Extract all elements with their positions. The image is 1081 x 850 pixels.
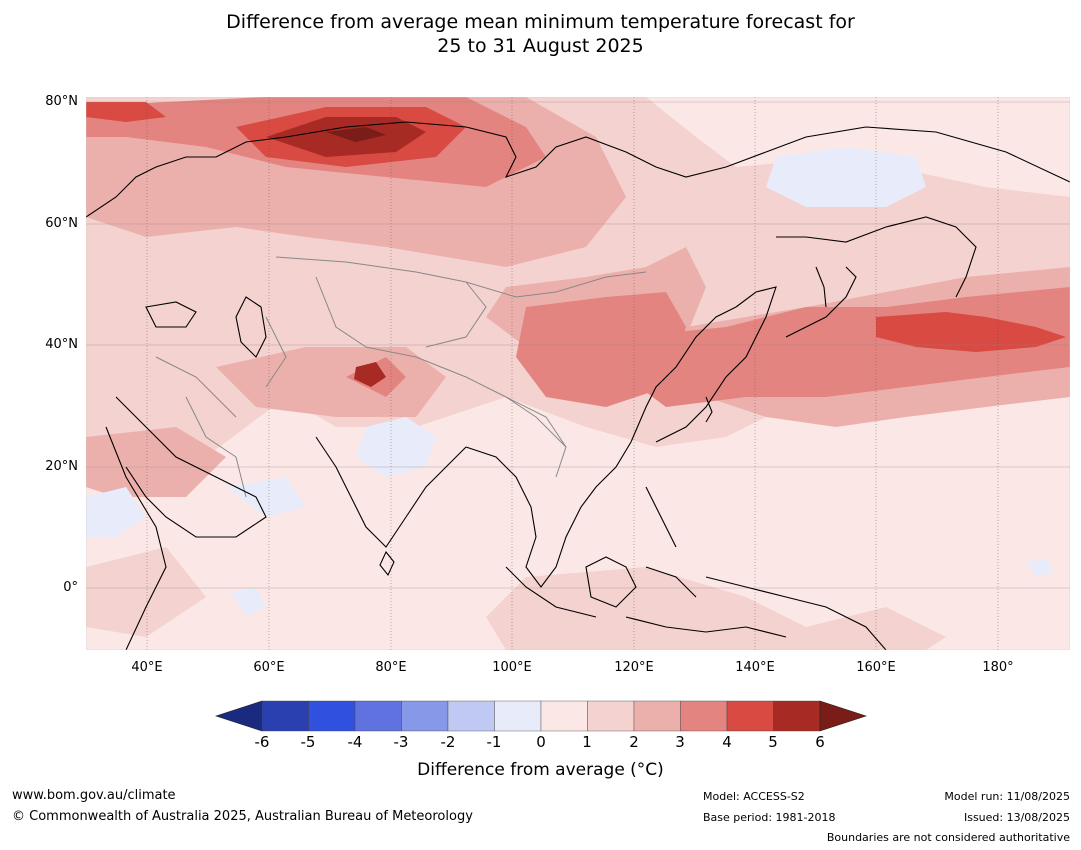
colorbar-segment <box>494 700 542 732</box>
colorbar-segment <box>354 700 402 732</box>
colorbar-segment <box>633 700 681 732</box>
anomaly-neg <box>86 147 1054 617</box>
colorbar-tick: -5 <box>300 733 316 751</box>
colorbar <box>215 700 867 732</box>
gridlines <box>146 97 999 650</box>
lat-label-60n: 60°N <box>45 216 78 231</box>
lat-gridlines <box>86 101 1070 589</box>
colorbar-tick: -2 <box>440 733 456 751</box>
lon-label-40e: 40°E <box>131 660 163 675</box>
issued-text: Issued: 13/08/2025 <box>963 811 1070 824</box>
colorbar-tick: -4 <box>347 733 363 751</box>
colorbar-tick: 1 <box>582 733 592 751</box>
lat-label-40n: 40°N <box>45 337 78 352</box>
forecast-map <box>86 97 1070 650</box>
colorbar-segment <box>261 700 309 732</box>
copyright-text: © Commonwealth of Australia 2025, Austra… <box>12 809 473 824</box>
colorbar-tick: 2 <box>629 733 639 751</box>
colorbar-tick: 3 <box>675 733 685 751</box>
colorbar-tick: 6 <box>815 733 825 751</box>
colorbar-tick: -1 <box>486 733 502 751</box>
map-title-line2: 25 to 31 August 2025 <box>437 35 644 57</box>
lat-label-80n: 80°N <box>45 94 78 109</box>
website-link[interactable]: www.bom.gov.au/climate <box>12 788 176 803</box>
colorbar-segment <box>447 700 495 732</box>
coastlines <box>86 121 1070 650</box>
lon-label-120e: 120°E <box>614 660 654 675</box>
country-boundaries <box>155 256 647 498</box>
lat-label-20n: 20°N <box>45 459 78 474</box>
colorbar-tick: 0 <box>536 733 546 751</box>
model-text: Model: ACCESS-S2 <box>703 790 805 803</box>
colorbar-segment <box>540 700 588 732</box>
base-period-text: Base period: 1981-2018 <box>703 811 836 824</box>
colorbar-segment <box>308 700 356 732</box>
lon-label-60e: 60°E <box>253 660 285 675</box>
colorbar-segment-gt6 <box>819 700 867 732</box>
colorbar-tick: -3 <box>393 733 409 751</box>
colorbar-segment <box>587 700 635 732</box>
colorbar-tick: 4 <box>722 733 732 751</box>
disclaimer-text: Boundaries are not considered authoritat… <box>826 831 1070 844</box>
lat-label-0: 0° <box>63 580 78 595</box>
colorbar-segment <box>773 700 821 732</box>
colorbar-segment <box>680 700 728 732</box>
lon-label-160e: 160°E <box>856 660 896 675</box>
model-run-text: Model run: 11/08/2025 <box>944 790 1070 803</box>
lon-label-140e: 140°E <box>735 660 775 675</box>
colorbar-segment <box>726 700 774 732</box>
lon-label-80e: 80°E <box>375 660 407 675</box>
colorbar-title: Difference from average (°C) <box>417 760 664 780</box>
anomaly-gt6 <box>326 127 386 142</box>
colorbar-segment-lt6 <box>215 700 263 732</box>
map-title-line1: Difference from average mean minimum tem… <box>226 11 855 33</box>
lon-label-100e: 100°E <box>492 660 532 675</box>
colorbar-tick: -6 <box>254 733 270 751</box>
colorbar-segment <box>401 700 449 732</box>
lon-label-180: 180° <box>982 660 1014 675</box>
colorbar-tick: 5 <box>768 733 778 751</box>
